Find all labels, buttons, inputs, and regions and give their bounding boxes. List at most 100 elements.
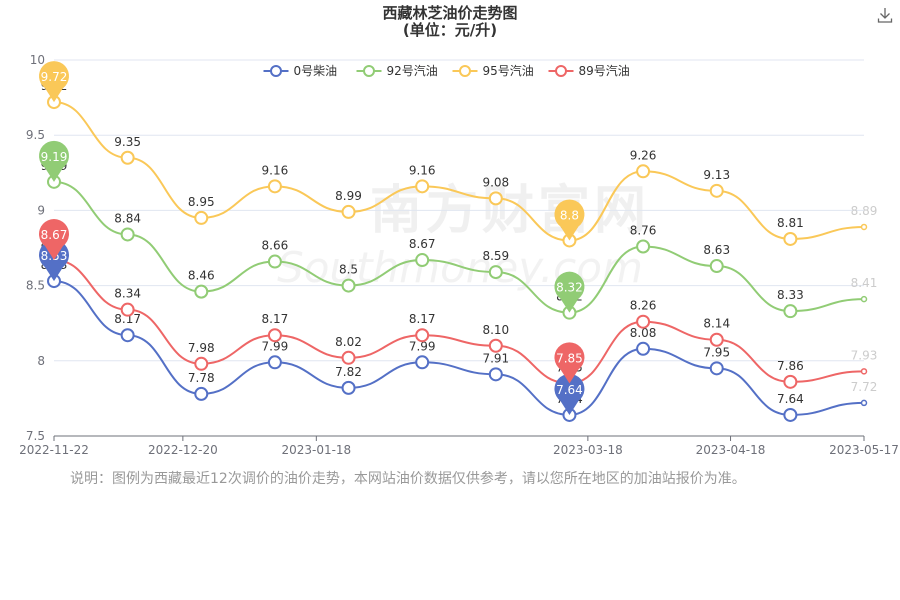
max-pin — [39, 140, 70, 182]
max-pin — [39, 219, 70, 261]
data-point — [194, 386, 209, 401]
data-point — [488, 367, 503, 382]
data-point — [120, 150, 135, 165]
data-point — [415, 179, 430, 194]
data-label: 8.34 — [114, 287, 141, 301]
data-label: 8.46 — [188, 269, 215, 283]
legend-marker — [270, 65, 282, 77]
data-point — [709, 332, 724, 347]
data-point — [860, 223, 868, 231]
min-pin — [554, 271, 585, 313]
max-pin — [39, 240, 70, 282]
data-point — [709, 183, 724, 198]
data-point — [783, 231, 798, 246]
data-label: 9.26 — [630, 148, 657, 162]
data-label: 8.76 — [630, 223, 657, 237]
data-label: 8.33 — [777, 288, 804, 302]
data-point — [860, 399, 868, 407]
data-label: 9.13 — [703, 168, 730, 182]
data-label: 7.78 — [188, 371, 215, 385]
y-tick-label: 9.5 — [26, 128, 45, 142]
legend-marker — [363, 65, 375, 77]
data-label: 9.16 — [409, 163, 436, 177]
min-pin-label: 7.64 — [556, 383, 583, 397]
data-label: 7.72 — [851, 380, 878, 394]
data-label: 8.14 — [703, 317, 730, 331]
watermark-text-cn: 南方财富网 — [370, 181, 650, 241]
data-point — [783, 407, 798, 422]
data-point — [488, 191, 503, 206]
data-label: 7.82 — [335, 365, 362, 379]
x-tick-label: 2023-04-18 — [696, 443, 766, 457]
y-tick-label: 8 — [37, 354, 45, 368]
data-point — [636, 239, 651, 254]
download-button[interactable] — [876, 6, 894, 24]
min-pin — [554, 373, 585, 415]
data-label: 8.66 — [262, 239, 289, 253]
x-tick-label: 2022-12-20 — [148, 443, 218, 457]
data-label: 7.99 — [409, 339, 436, 353]
data-point — [415, 328, 430, 343]
data-point — [267, 328, 282, 343]
data-label: 8.59 — [482, 249, 509, 263]
data-point — [120, 328, 135, 343]
data-point — [488, 265, 503, 280]
max-pin-label: 9.19 — [41, 150, 68, 164]
min-pin-label: 8.8 — [560, 208, 579, 222]
data-label: 7.86 — [777, 359, 804, 373]
data-label: 8.17 — [114, 312, 141, 326]
y-tick-label: 8.5 — [26, 279, 45, 293]
x-tick-label: 2023-03-18 — [553, 443, 623, 457]
data-label: 7.93 — [851, 348, 878, 362]
series-line-2 — [53, 101, 865, 242]
data-point — [267, 179, 282, 194]
data-label: 8.08 — [630, 326, 657, 340]
data-point — [783, 304, 798, 319]
legend-item[interactable]: 92号汽油 — [356, 63, 438, 78]
data-point — [341, 204, 356, 219]
data-point — [120, 227, 135, 242]
data-label: 8.67 — [409, 237, 436, 251]
data-point — [194, 284, 209, 299]
y-tick-label: 9 — [37, 203, 45, 217]
min-pin-label: 8.32 — [556, 281, 583, 295]
legend-marker — [459, 65, 471, 77]
data-point — [194, 210, 209, 225]
legend-item[interactable]: 0号柴油 — [263, 64, 338, 78]
data-point — [415, 253, 430, 268]
legend-label: 92号汽油 — [387, 63, 438, 78]
chart-note: 说明：图例为西藏最近12次调价的油价走势，本网站油价数据仅供参考，请以您所在地区… — [70, 471, 746, 487]
data-label: 8.02 — [335, 335, 362, 349]
chart-title: 西藏林芝油价走势图 (单位：元/升) — [0, 5, 900, 39]
max-pin — [39, 61, 70, 103]
data-label: 9.35 — [114, 135, 141, 149]
data-label: 9.08 — [482, 175, 509, 189]
data-label: 7.95 — [703, 345, 730, 359]
data-label: 8.17 — [409, 312, 436, 326]
y-tick-label: 10 — [30, 53, 45, 67]
data-point — [194, 356, 209, 371]
data-point — [636, 314, 651, 329]
data-point — [860, 368, 868, 375]
data-label: 7.64 — [777, 392, 804, 406]
data-point — [341, 350, 356, 365]
data-label: 9.16 — [262, 163, 289, 177]
legend-label: 0号柴油 — [294, 64, 338, 78]
data-point — [267, 254, 282, 269]
x-tick-label: 2022-11-22 — [19, 443, 89, 457]
data-point — [488, 338, 503, 353]
legend-label: 89号汽油 — [579, 63, 630, 78]
data-label: 8.63 — [703, 243, 730, 257]
x-tick-label: 2023-05-17 — [829, 443, 899, 457]
data-label: 8.41 — [851, 276, 878, 290]
data-point — [860, 295, 868, 303]
data-point — [415, 355, 430, 370]
min-pin-label: 7.85 — [556, 351, 583, 365]
series-line-0 — [53, 280, 865, 416]
legend-item[interactable]: 95号汽油 — [452, 63, 534, 78]
data-label: 8.26 — [630, 299, 657, 313]
data-point — [341, 278, 356, 293]
legend-item[interactable]: 89号汽油 — [548, 63, 630, 78]
data-label: 8.5 — [339, 263, 358, 277]
